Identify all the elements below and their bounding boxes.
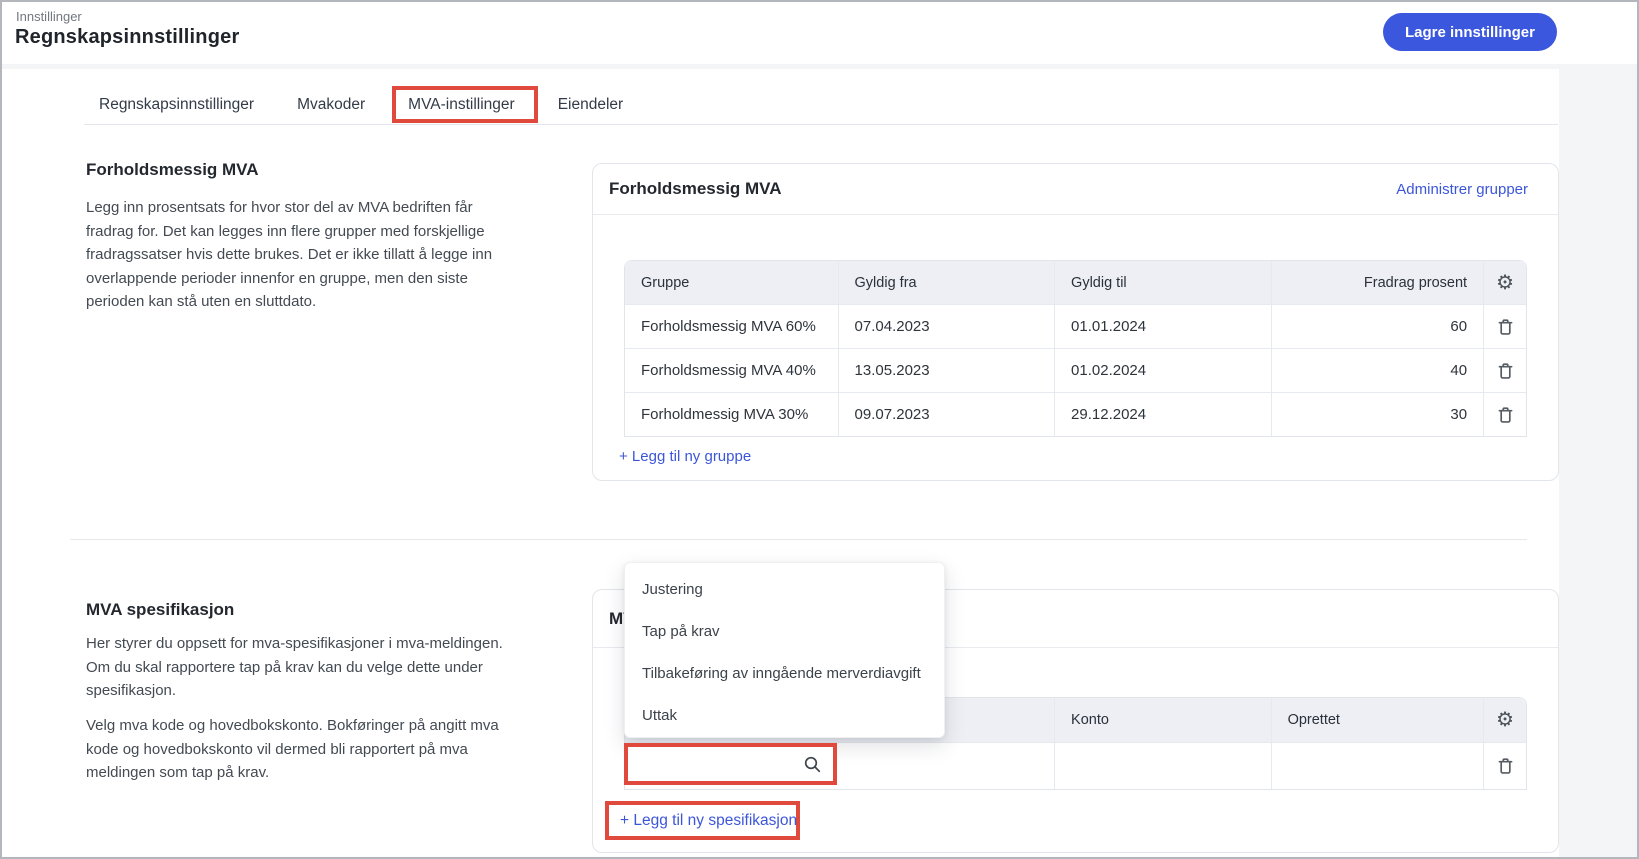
- dropdown-option-tap-pa-krav[interactable]: Tap på krav: [642, 622, 720, 640]
- section-description-forholdsmessig: Legg inn prosentsats for hvor stor del a…: [86, 199, 493, 310]
- dropdown-option-uttak[interactable]: Uttak: [642, 706, 678, 724]
- cell-spesifikasjon: [625, 743, 1056, 789]
- column-settings[interactable]: ⚙: [1484, 698, 1526, 742]
- cell-gyldig-fra: 07.04.2023: [839, 305, 1056, 348]
- annotation-box-add-spesifikasjon: + Legg til ny spesifikasjon: [605, 801, 800, 840]
- column-header-gyldig-fra[interactable]: Gyldig fra: [839, 261, 1056, 304]
- trash-icon: [1498, 406, 1512, 423]
- card-title: Forholdsmessig MVA: [609, 179, 782, 198]
- mva-groups-table: Gruppe Gyldig fra Gyldig til Fradrag pro…: [624, 260, 1527, 437]
- dropdown-option-justering[interactable]: Justering: [642, 580, 703, 598]
- cell-fradrag-prosent: 40: [1272, 349, 1485, 392]
- table-row[interactable]: Forholdmessig MVA 30% 09.07.2023 29.12.2…: [625, 392, 1526, 436]
- cell-gruppe: Forholdsmessig MVA 60%: [625, 305, 839, 348]
- column-settings[interactable]: ⚙: [1484, 261, 1526, 304]
- annotation-box-active-tab: [392, 86, 538, 123]
- annotation-box-search: [624, 743, 837, 785]
- breadcrumb[interactable]: Innstillinger: [16, 9, 82, 24]
- add-spesifikasjon-link[interactable]: + Legg til ny spesifikasjon: [620, 811, 798, 829]
- table-row[interactable]: [625, 742, 1526, 789]
- section-heading-spesifikasjon: MVA spesifikasjon: [86, 600, 235, 619]
- cell-oprettet: [1272, 743, 1485, 789]
- trash-icon: [1498, 362, 1512, 379]
- cell-gruppe: Forholdsmessig MVA 40%: [625, 349, 839, 392]
- gear-icon: ⚙: [1496, 271, 1515, 294]
- tab-mva-instillinger[interactable]: MVA-instillinger: [408, 96, 515, 113]
- cell-gruppe: Forholdmessig MVA 30%: [625, 393, 839, 436]
- dropdown-option-tilbakeforing[interactable]: Tilbakeføring av inngående merverdiavgif…: [642, 664, 921, 682]
- cell-fradrag-prosent: 30: [1272, 393, 1485, 436]
- section-divider: [70, 539, 1527, 540]
- spesifikasjon-search-input[interactable]: [628, 747, 833, 781]
- tab-underline: [84, 124, 1558, 125]
- delete-row-button[interactable]: [1498, 318, 1513, 336]
- tab-eiendeler[interactable]: Eiendeler: [557, 96, 624, 113]
- cell-gyldig-til: 01.02.2024: [1055, 349, 1272, 392]
- trash-icon: [1498, 318, 1512, 335]
- tab-bar: Regnskapsinnstillinger Mvakoder MVA-inst…: [99, 90, 623, 120]
- card-header: Forholdsmessig MVA Administrer grupper: [593, 164, 1558, 215]
- cell-gyldig-til: 01.01.2024: [1055, 305, 1272, 348]
- table-header-row: Gruppe Gyldig fra Gyldig til Fradrag pro…: [625, 261, 1526, 304]
- cell-fradrag-prosent: 60: [1272, 305, 1485, 348]
- gear-icon: ⚙: [1496, 709, 1515, 731]
- cell-gyldig-fra: 09.07.2023: [839, 393, 1056, 436]
- column-header-oprettet[interactable]: Oprettet: [1272, 698, 1485, 742]
- search-icon: [804, 756, 821, 772]
- delete-row-button[interactable]: [1498, 757, 1513, 775]
- top-header-bar: Innstillinger Regnskapsinnstillinger Lag…: [2, 2, 1637, 64]
- add-group-link[interactable]: + Legg til ny gruppe: [619, 448, 752, 465]
- page-title: Regnskapsinnstillinger: [15, 26, 240, 48]
- trash-icon: [1498, 758, 1512, 774]
- column-header-fradrag-prosent[interactable]: Fradrag prosent: [1272, 261, 1485, 304]
- column-header-gruppe[interactable]: Gruppe: [625, 261, 839, 304]
- delete-row-button[interactable]: [1498, 406, 1513, 424]
- table-row[interactable]: Forholdsmessig MVA 40% 13.05.2023 01.02.…: [625, 348, 1526, 392]
- column-header-gyldig-til[interactable]: Gyldig til: [1055, 261, 1272, 304]
- tab-mvakoder[interactable]: Mvakoder: [297, 96, 366, 113]
- cell-gyldig-til: 29.12.2024: [1055, 393, 1272, 436]
- save-settings-button[interactable]: Lagre innstillinger: [1382, 13, 1557, 51]
- delete-row-button[interactable]: [1498, 362, 1513, 380]
- section-heading-forholdsmessig: Forholdsmessig MVA: [86, 160, 259, 179]
- tab-regnskapsinnstillinger[interactable]: Regnskapsinnstillinger: [99, 96, 255, 113]
- section-description-spesifikasjon-2: Velg mva kode og hovedbokskonto. Bokføri…: [86, 717, 499, 781]
- administrer-grupper-link[interactable]: Administrer grupper: [1396, 180, 1528, 198]
- section-description-spesifikasjon-1: Her styrer du oppsett for mva-spesifikas…: [86, 635, 503, 699]
- spesifikasjon-dropdown: Justering Tap på krav Tilbakeføring av i…: [624, 562, 945, 738]
- column-header-spesifikasjon[interactable]: [625, 698, 1056, 742]
- table-row[interactable]: Forholdsmessig MVA 60% 07.04.2023 01.01.…: [625, 304, 1526, 348]
- column-header-konto[interactable]: Konto: [1055, 698, 1272, 742]
- cell-gyldig-fra: 13.05.2023: [839, 349, 1056, 392]
- cell-konto: [1055, 743, 1272, 789]
